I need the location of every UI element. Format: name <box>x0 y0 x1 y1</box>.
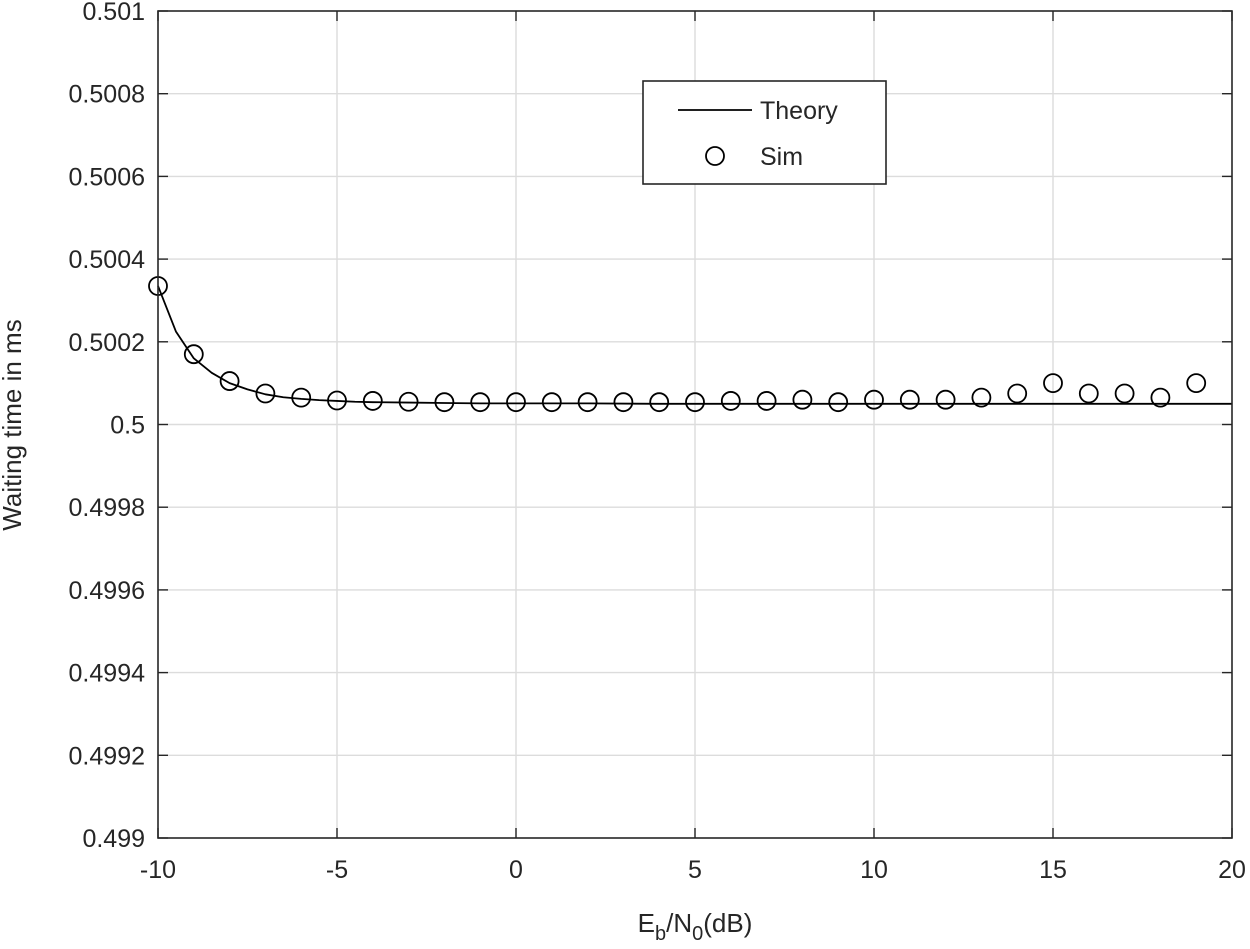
sim-point <box>1186 373 1207 394</box>
sim-point <box>362 391 383 411</box>
legend-box <box>642 80 887 185</box>
sim-point <box>613 392 634 413</box>
x-axis-label: Eb/N0(dB) <box>638 908 753 945</box>
sim-point <box>219 371 240 391</box>
x-tick-label: 5 <box>688 856 702 884</box>
sim-point <box>434 392 455 413</box>
x-tick-label: -5 <box>326 856 348 884</box>
sim-point <box>792 389 813 410</box>
sim-point <box>327 390 347 411</box>
y-tick-label: 0.5 <box>110 412 145 440</box>
sim-point <box>935 389 956 410</box>
y-tick-label: 0.5004 <box>69 246 146 274</box>
y-axis-label: Waiting time in ms <box>0 319 27 530</box>
sim-point <box>756 391 777 411</box>
sim-point <box>1150 387 1171 408</box>
sim-point <box>1078 383 1099 404</box>
sim-point <box>541 392 562 413</box>
x-tick-label: -10 <box>140 856 176 884</box>
sim-point <box>577 392 598 413</box>
sim-point <box>183 344 204 365</box>
legend-theory-label: Theory <box>760 97 838 125</box>
theory-line <box>157 285 1232 405</box>
x-tick-label: 15 <box>1039 856 1067 884</box>
sim-point <box>255 383 276 404</box>
grid <box>158 11 1232 838</box>
sim-point <box>1114 383 1135 404</box>
legend: Theory Sim <box>642 80 887 185</box>
sim-point <box>291 387 312 408</box>
sim-point <box>1007 383 1028 404</box>
legend-sim-label: Sim <box>760 143 803 171</box>
y-tick-label: 0.499 <box>82 825 145 853</box>
sim-point <box>685 392 705 413</box>
x-tick-label: 0 <box>509 856 523 884</box>
y-tick-label: 0.501 <box>82 0 145 26</box>
tick-labels: -10 -5 0 5 10 15 20 0.499 0.4992 0.4994 0.4996 0.49… <box>69 0 1246 884</box>
y-tick-label: 0.5002 <box>69 329 145 357</box>
sim-point <box>470 392 491 413</box>
y-tick-label: 0.4992 <box>69 742 145 770</box>
sim-point <box>971 387 992 408</box>
ticks <box>157 10 1233 839</box>
sim-point <box>864 389 884 410</box>
sim-point <box>899 389 920 410</box>
x-tick-label: 20 <box>1218 856 1246 884</box>
y-tick-label: 0.4996 <box>69 577 145 605</box>
y-tick-label: 0.5006 <box>69 163 145 191</box>
x-tick-label: 10 <box>860 856 888 884</box>
legend-sim-marker <box>705 146 725 166</box>
sim-point <box>649 392 670 413</box>
sim-point <box>398 391 419 412</box>
y-tick-label: 0.4994 <box>69 660 146 688</box>
series-layer <box>148 276 1232 413</box>
sim-point <box>506 392 526 413</box>
y-tick-label: 0.5008 <box>69 81 145 109</box>
y-tick-label: 0.4998 <box>69 494 145 522</box>
sim-point <box>828 392 849 413</box>
sim-point <box>720 391 741 411</box>
sim-point <box>1043 373 1063 394</box>
